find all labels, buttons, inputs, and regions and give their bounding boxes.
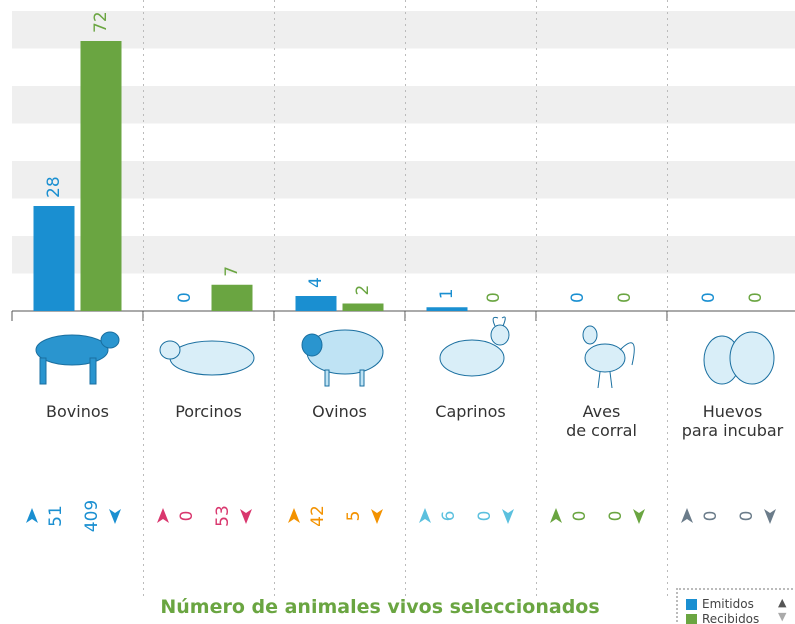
value-label: 1 <box>437 288 457 299</box>
arrow-down <box>371 509 383 524</box>
icons <box>36 317 774 388</box>
value-label: 7 <box>222 266 242 277</box>
arrow-down <box>633 509 645 524</box>
bar <box>427 307 468 311</box>
cow-icon <box>36 332 119 384</box>
legend-arrow-down: ▼ <box>778 610 786 623</box>
value-label: 0 <box>699 292 719 303</box>
category-label: Ovinos <box>274 402 405 421</box>
category-label: Porcinos <box>143 402 274 421</box>
value-label: 28 <box>44 176 64 198</box>
value-label: 0 <box>568 292 588 303</box>
legend-swatch <box>686 614 697 624</box>
value-label: 0 <box>746 292 766 303</box>
arrow-down <box>502 509 514 524</box>
chart: 2872514090705342425106000000000 <box>0 0 795 624</box>
pig-icon <box>160 341 254 375</box>
flow-down: 0 <box>475 511 495 522</box>
value-label: 0 <box>175 292 195 303</box>
flow-down: 0 <box>606 511 626 522</box>
chart-title: Número de animales vivos seleccionados <box>120 596 640 618</box>
bar <box>343 304 384 312</box>
value-label: 72 <box>91 11 111 33</box>
flow-down: 53 <box>213 505 233 527</box>
value-label: 2 <box>353 285 373 296</box>
legend-label: Recibidos <box>702 612 759 624</box>
sheep-icon <box>302 330 383 386</box>
legend-swatch <box>686 599 697 610</box>
legend-arrow-up: ▲ <box>778 596 786 609</box>
category-label: Huevos para incubar <box>667 402 795 440</box>
flow-up: 0 <box>701 511 721 522</box>
arrow-up <box>157 508 169 523</box>
flow-down: 5 <box>344 511 364 522</box>
flow-up: 42 <box>308 505 328 527</box>
bar <box>34 206 75 311</box>
value-label: 0 <box>615 292 635 303</box>
grid-band <box>12 236 795 274</box>
arrow-down <box>764 509 776 524</box>
legend-label: Emitidos <box>702 597 754 611</box>
flow-up: 6 <box>439 511 459 522</box>
arrow-down <box>240 509 252 524</box>
flow-up: 0 <box>177 511 197 522</box>
flow-up: 0 <box>570 511 590 522</box>
flow-down: 0 <box>737 511 757 522</box>
bar <box>81 41 122 311</box>
arrow-up <box>26 508 38 523</box>
flow-up: 51 <box>46 505 66 527</box>
arrow-up <box>288 508 300 523</box>
arrow-up <box>550 508 562 523</box>
egg-icon <box>704 332 774 384</box>
value-label: 0 <box>484 292 504 303</box>
category-label: Bovinos <box>12 402 143 421</box>
page: 2872514090705342425106000000000 Número d… <box>0 0 795 624</box>
category-label: Caprinos <box>405 402 536 421</box>
goat-icon <box>440 317 509 376</box>
arrow-up <box>681 508 693 523</box>
arrow-down <box>109 509 121 524</box>
category-label: Aves de corral <box>536 402 667 440</box>
bar <box>296 296 337 311</box>
grid-band <box>12 86 795 124</box>
value-label: 4 <box>306 277 326 288</box>
grid-band <box>12 11 795 49</box>
legend-item: Emitidos <box>686 597 754 611</box>
arrow-up <box>419 508 431 523</box>
legend: Emitidos Recibidos ▲ ▼ <box>676 588 795 624</box>
bar <box>212 285 253 311</box>
rooster-icon <box>583 326 634 388</box>
legend-item: Recibidos <box>686 612 759 624</box>
flow-down: 409 <box>82 500 102 532</box>
grid-band <box>12 161 795 199</box>
